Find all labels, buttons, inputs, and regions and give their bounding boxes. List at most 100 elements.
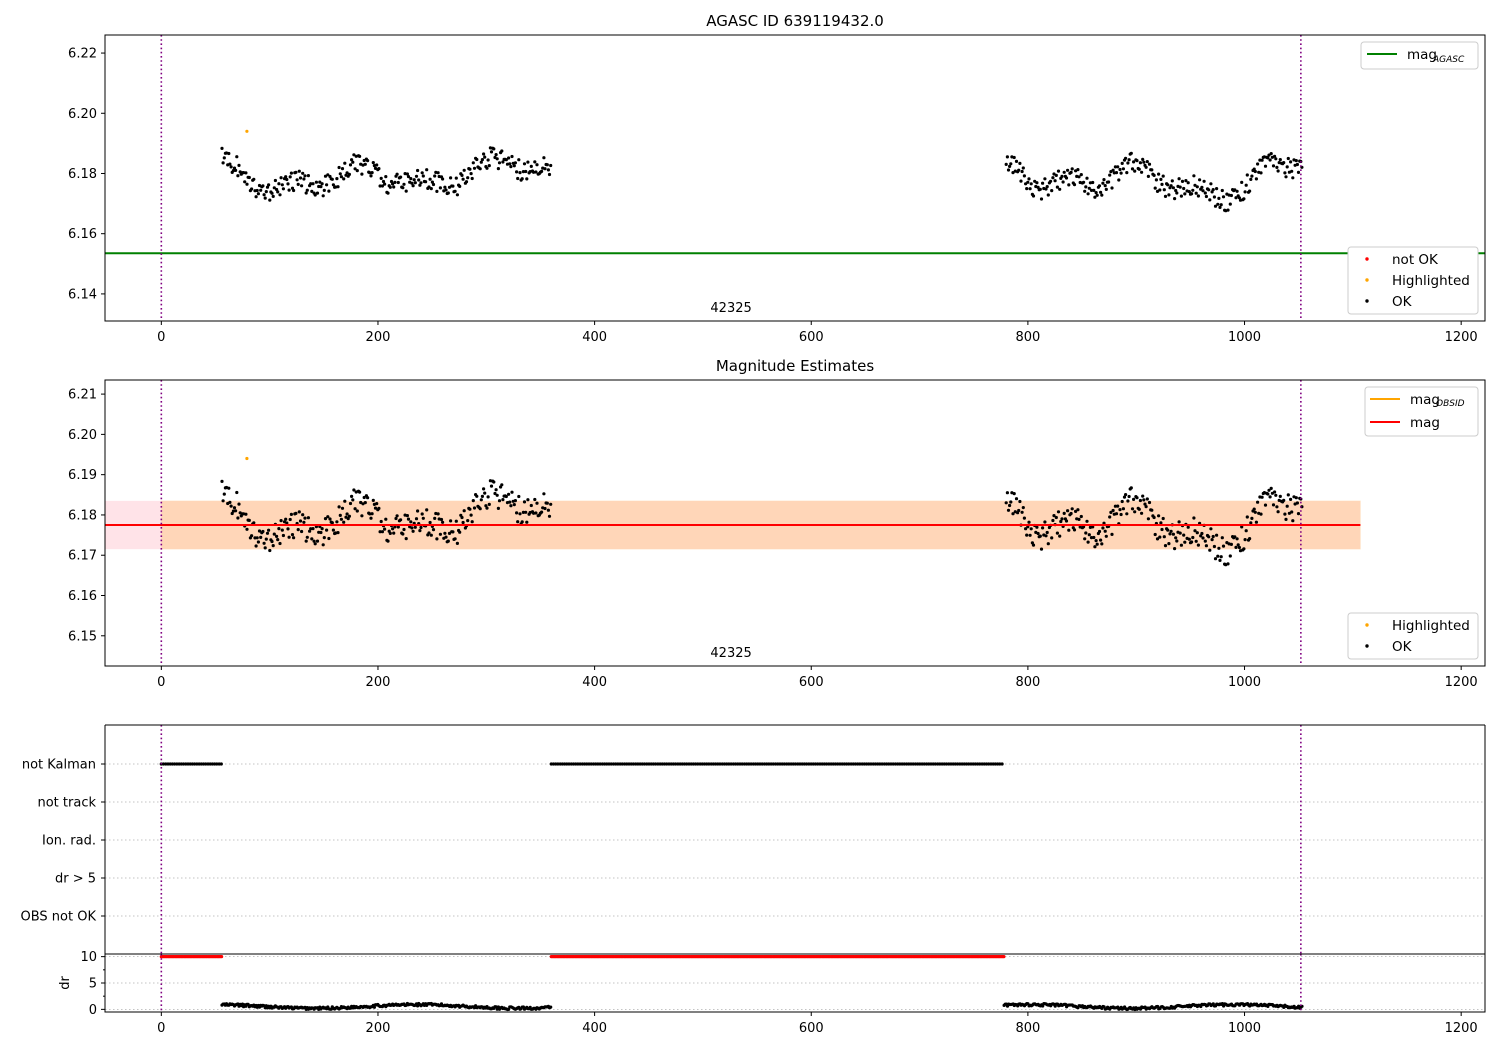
flag-point	[587, 762, 591, 766]
ok-point	[522, 162, 527, 166]
ok-point	[1213, 557, 1218, 561]
ok-point	[1295, 501, 1299, 505]
ok-point	[1103, 529, 1107, 533]
ok-point	[267, 528, 271, 532]
ok-point	[379, 176, 383, 180]
ok-point	[1029, 527, 1033, 531]
ok-point	[330, 177, 334, 181]
flag-point	[210, 762, 214, 766]
flag-point	[751, 762, 756, 766]
ok-point	[466, 519, 470, 523]
flag-point	[836, 762, 840, 766]
ok-point	[1267, 488, 1271, 492]
ok-point	[1167, 193, 1171, 197]
ok-point	[1153, 186, 1157, 190]
ok-point	[298, 176, 303, 180]
flag-point	[716, 762, 720, 766]
ok-point	[512, 503, 516, 507]
ok-point	[393, 180, 397, 184]
ok-point	[1011, 171, 1015, 175]
flag-category-label: not Kalman	[22, 758, 96, 773]
flag-point	[647, 762, 651, 766]
ok-point	[285, 177, 289, 182]
flag-point	[173, 762, 177, 766]
ok-point	[331, 183, 335, 187]
ok-point	[1183, 540, 1187, 544]
flag-point	[816, 762, 820, 766]
axes-frame	[104, 34, 1486, 322]
ok-point	[515, 511, 519, 515]
ok-point	[1130, 167, 1135, 171]
flag-point	[765, 762, 769, 766]
ok-point	[451, 184, 455, 188]
ok-point	[303, 174, 307, 178]
ok-point	[414, 517, 419, 521]
ok-point	[1286, 156, 1290, 161]
x-tick-label: 1200	[1445, 330, 1478, 345]
flag-point	[909, 762, 913, 766]
ok-point	[418, 529, 422, 533]
ok-point	[1092, 188, 1096, 192]
ok-point	[1102, 178, 1106, 182]
ok-point	[1285, 165, 1289, 169]
ok-point	[478, 167, 482, 171]
ok-point	[270, 539, 274, 544]
ok-point	[1263, 164, 1268, 168]
flag-point	[956, 762, 960, 766]
flag-point	[199, 762, 203, 766]
dr-point	[507, 1007, 511, 1012]
legend-label: Highlighted	[1392, 273, 1470, 289]
ok-point	[1101, 526, 1105, 530]
flag-point	[958, 762, 962, 766]
ok-point	[1256, 162, 1260, 166]
ok-point	[323, 517, 328, 521]
flag-point	[556, 762, 560, 766]
flag-point	[947, 762, 951, 766]
ok-point	[540, 169, 544, 173]
ok-point	[492, 480, 496, 484]
ok-point	[310, 537, 314, 541]
ok-point	[368, 171, 372, 175]
flag-point	[571, 762, 576, 766]
flag-point	[598, 762, 602, 766]
ok-point	[1035, 525, 1039, 529]
ok-point	[1100, 193, 1104, 197]
ok-point	[1216, 554, 1220, 558]
ok-point	[1103, 184, 1107, 188]
ok-point	[378, 184, 382, 188]
ok-point	[1179, 543, 1183, 547]
dr-point	[372, 1005, 376, 1009]
ok-point	[1146, 174, 1150, 178]
ok-point	[1039, 547, 1044, 551]
ok-point	[1147, 500, 1152, 505]
ok-point	[1269, 486, 1273, 490]
flag-point	[734, 762, 738, 766]
flag-point	[911, 762, 915, 766]
ok-point	[336, 185, 340, 189]
ok-point	[337, 505, 341, 509]
ok-point	[413, 181, 417, 185]
ok-point	[1229, 542, 1233, 547]
ok-point	[1282, 498, 1286, 502]
ok-point	[366, 496, 370, 500]
ok-point	[294, 170, 298, 174]
ok-point	[380, 184, 384, 188]
flag-point	[738, 762, 742, 766]
ok-point	[290, 533, 295, 537]
flag-point	[860, 762, 864, 766]
ok-point	[396, 180, 400, 185]
ok-point	[340, 167, 345, 171]
ok-point	[416, 509, 420, 513]
ok-point	[384, 517, 388, 521]
ok-point	[1025, 533, 1029, 537]
ok-point	[1028, 187, 1032, 191]
ok-point	[234, 168, 238, 172]
ok-point	[336, 531, 340, 535]
ok-point	[454, 519, 458, 523]
ok-point	[1283, 171, 1287, 175]
ok-point	[1215, 533, 1219, 537]
ok-point	[1250, 174, 1254, 178]
flags-panel: not Kalman not track Ion. rad. dr > 5 OBS no…	[21, 724, 1486, 954]
flag-point	[800, 762, 804, 766]
ok-point	[1252, 507, 1256, 511]
